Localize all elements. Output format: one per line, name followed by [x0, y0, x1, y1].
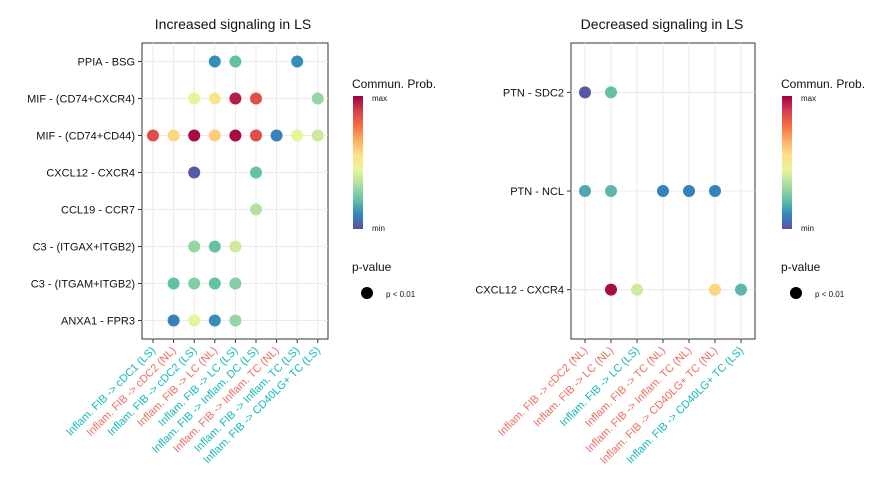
panel-decreased: Decreased signaling in LS PTN - SDC2PTN …: [475, 16, 756, 467]
data-point: [270, 129, 283, 142]
legend-decreased: Commun. Prob. max min p-value p < 0.01: [781, 77, 865, 299]
data-point: [188, 129, 201, 142]
data-point: [208, 129, 221, 142]
data-point: [188, 277, 201, 290]
data-point: [188, 92, 201, 105]
colorbar-min-increased: min: [372, 224, 385, 233]
data-point: [208, 92, 221, 105]
data-point: [167, 314, 180, 327]
data-point: [657, 185, 669, 197]
data-point: [229, 129, 242, 142]
data-point: [229, 240, 242, 253]
colorbar-decreased: [782, 96, 792, 229]
pvalue-title-increased: p-value: [352, 260, 392, 274]
panel-title-decreased: Decreased signaling in LS: [581, 16, 744, 32]
colorbar-max-increased: max: [372, 94, 387, 103]
panel-title-increased: Increased signaling in LS: [155, 16, 311, 32]
y-tick-label: CXCL12 - CXCR4: [475, 285, 564, 297]
legend-title-decreased: Commun. Prob.: [781, 77, 865, 91]
data-point: [147, 129, 159, 142]
data-point: [709, 185, 721, 197]
pvalue-label-increased: p < 0.01: [386, 290, 416, 299]
data-point: [208, 277, 221, 290]
y-tick-label: C3 - (ITGAM+ITGB2): [31, 279, 135, 291]
x-labels-increased: Inflam. FIB -> cDC1 (LS)Inflam. FIB -> c…: [64, 339, 323, 466]
y-labels-decreased: PTN - SDC2 PTN - NCL CXCL12 - CXCR4: [475, 87, 571, 297]
data-point: [208, 55, 221, 68]
data-point: [709, 283, 721, 296]
pvalue-key-decreased: [790, 287, 802, 299]
y-tick-label: CCL19 - CCR7: [61, 205, 135, 217]
colorbar-max-decreased: max: [801, 94, 816, 103]
data-point: [229, 277, 242, 290]
data-point: [167, 277, 180, 290]
data-point: [188, 240, 201, 253]
data-point: [229, 55, 242, 68]
data-point: [605, 185, 617, 197]
y-tick-label: CXCL12 - CXCR4: [46, 168, 135, 180]
x-labels-decreased: Inflam. FIB -> cDC2 (NL)Inflam. FIB -> L…: [496, 339, 746, 467]
data-point: [683, 185, 695, 197]
data-point: [311, 129, 324, 142]
data-point: [250, 129, 262, 142]
legend-increased: Commun. Prob. max min p-value p < 0.01: [352, 77, 436, 299]
data-point: [631, 283, 643, 296]
data-point: [605, 86, 617, 99]
data-point: [579, 185, 591, 197]
data-point: [229, 314, 242, 327]
data-point: [579, 86, 591, 99]
legend-title-increased: Commun. Prob.: [352, 77, 436, 91]
y-tick-label: PTN - SDC2: [503, 87, 564, 99]
data-point: [250, 92, 262, 105]
data-point: [291, 129, 304, 142]
colorbar-increased: [353, 96, 363, 229]
y-tick-label: MIF - (CD74+CXCR4): [27, 94, 135, 106]
points-decreased: [579, 86, 747, 296]
data-point: [735, 283, 747, 296]
data-point: [188, 166, 201, 179]
pvalue-key-increased: [361, 287, 373, 299]
y-labels-increased: PPIA - BSG MIF - (CD74+CXCR4) MIF - (CD74+…: [27, 57, 142, 328]
y-tick-label: MIF - (CD74+CD44): [36, 131, 135, 143]
data-point: [208, 314, 221, 327]
data-point: [605, 283, 617, 296]
data-point: [188, 314, 201, 327]
data-point: [291, 55, 304, 68]
data-point: [250, 166, 262, 179]
colorbar-min-decreased: min: [801, 224, 814, 233]
y-tick-label: PTN - NCL: [510, 186, 564, 198]
y-tick-label: PPIA - BSG: [78, 57, 135, 69]
y-tick-label: ANXA1 - FPR3: [61, 316, 135, 328]
y-tick-label: C3 - (ITGAX+ITGB2): [33, 242, 135, 254]
data-point: [167, 129, 180, 142]
data-point: [311, 92, 324, 105]
data-point: [229, 92, 242, 105]
panel-increased: Increased signaling in LS PPIA - BSG MIF …: [27, 16, 329, 466]
data-point: [208, 240, 221, 253]
pvalue-label-decreased: p < 0.01: [815, 290, 845, 299]
data-point: [250, 203, 262, 216]
pvalue-title-decreased: p-value: [781, 260, 821, 274]
points-increased: [147, 55, 324, 327]
